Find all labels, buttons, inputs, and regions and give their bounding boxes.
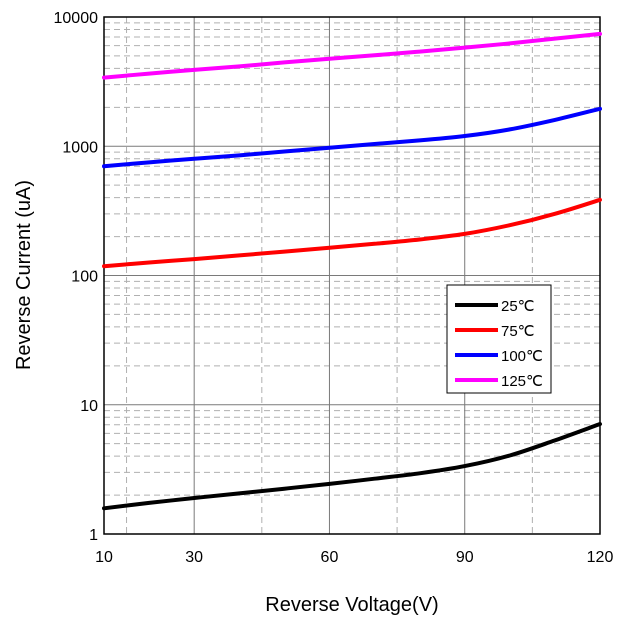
legend-label-3: 125℃ [501,373,543,390]
y-tick-label: 1000 [62,139,98,156]
y-axis-title: Reverse Current (uA) [13,180,35,370]
x-tick-label: 60 [321,549,339,566]
x-tick-label: 90 [456,549,474,566]
y-tick-label: 1 [89,527,98,544]
x-tick-label: 30 [185,549,203,566]
y-tick-label: 10000 [54,10,99,27]
y-axis-ticks: 1 10 100 1000 10000 [54,10,99,544]
legend-label-0: 25℃ [501,298,535,315]
legend: 25℃ 75℃ 100℃ 125℃ [447,285,551,393]
legend-label-1: 75℃ [501,323,535,340]
x-axis-ticks: 10 30 60 90 120 [95,549,613,566]
x-axis-title: Reverse Voltage(V) [265,594,438,616]
legend-label-2: 100℃ [501,348,543,365]
y-tick-label: 100 [71,269,98,286]
x-tick-label: 10 [95,549,113,566]
y-tick-label: 10 [80,398,98,415]
x-tick-label: 120 [587,549,614,566]
